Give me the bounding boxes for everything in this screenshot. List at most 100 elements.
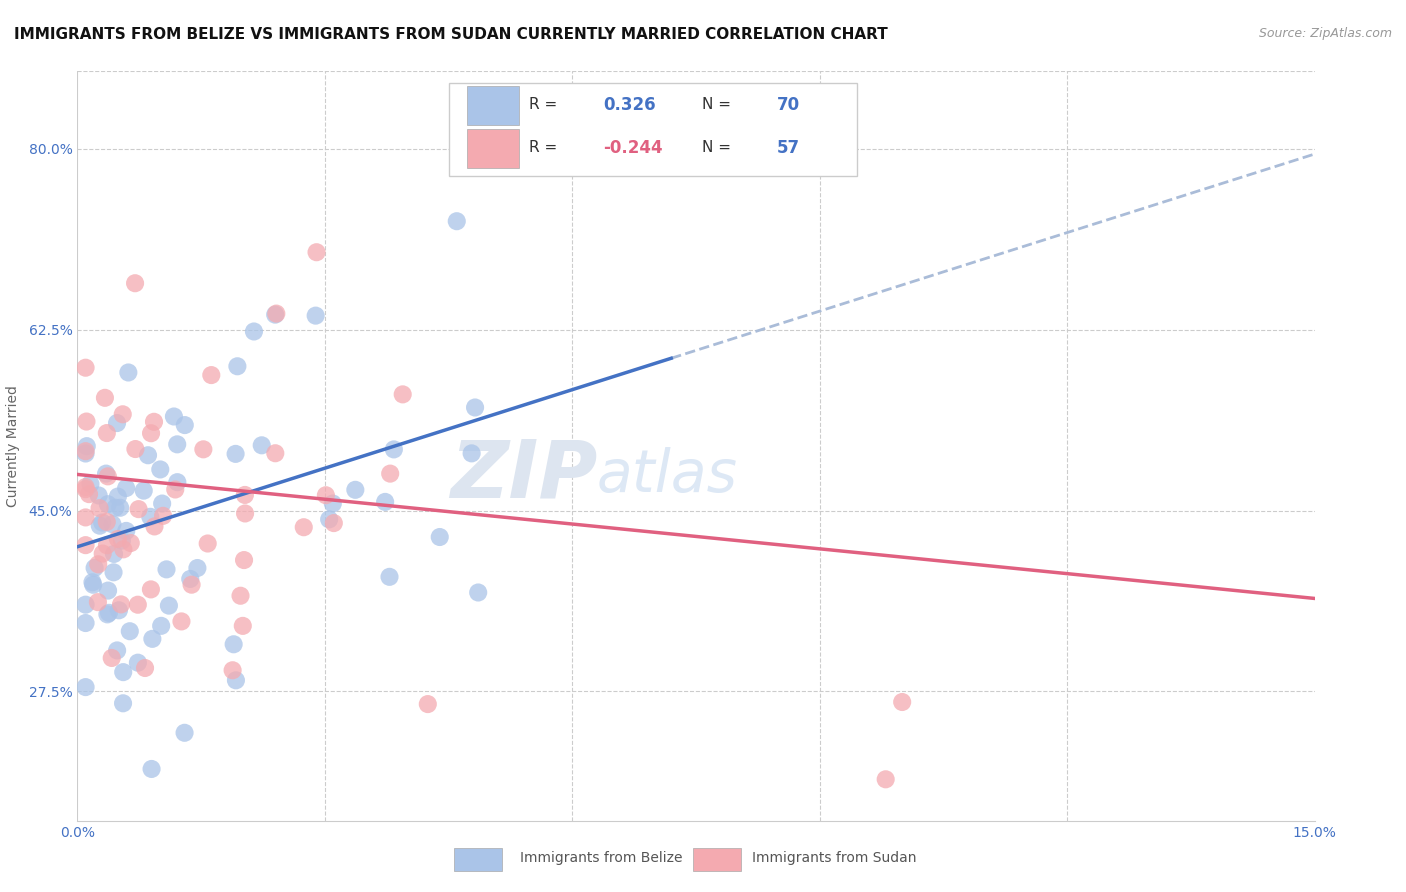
Point	[117, 366, 139, 380]
Text: atlas: atlas	[598, 448, 738, 505]
Point	[115, 524, 138, 538]
Point	[75, 480, 97, 494]
Point	[101, 517, 124, 532]
FancyBboxPatch shape	[449, 83, 856, 177]
Point	[75, 598, 97, 612]
Point	[378, 570, 401, 584]
Point	[110, 598, 132, 612]
Point	[460, 446, 482, 460]
Point	[429, 530, 451, 544]
Point	[166, 475, 188, 490]
Point	[75, 538, 97, 552]
Point	[233, 507, 256, 521]
Point	[83, 561, 105, 575]
Point	[464, 401, 486, 415]
Point	[891, 695, 914, 709]
Point	[875, 772, 897, 787]
Point	[173, 418, 195, 433]
Point	[155, 562, 177, 576]
Text: 57: 57	[776, 139, 800, 157]
Point	[139, 509, 162, 524]
Point	[225, 447, 247, 461]
Point	[416, 697, 439, 711]
Point	[233, 553, 256, 567]
Point	[76, 439, 98, 453]
Point	[382, 442, 405, 457]
Point	[96, 515, 118, 529]
Point	[89, 501, 111, 516]
Point	[115, 481, 138, 495]
Text: -0.244: -0.244	[603, 139, 662, 157]
Point	[96, 426, 118, 441]
Point	[82, 575, 104, 590]
Point	[391, 387, 413, 401]
Point	[380, 467, 402, 481]
Text: IMMIGRANTS FROM BELIZE VS IMMIGRANTS FROM SUDAN CURRENTLY MARRIED CORRELATION CH: IMMIGRANTS FROM BELIZE VS IMMIGRANTS FRO…	[14, 27, 887, 42]
Point	[112, 696, 135, 710]
Point	[124, 277, 146, 291]
Point	[264, 446, 287, 460]
Point	[75, 482, 97, 496]
Text: R =: R =	[529, 97, 557, 112]
Point	[111, 407, 134, 421]
Point	[98, 606, 121, 620]
Point	[91, 516, 114, 530]
Point	[193, 442, 215, 457]
Point	[344, 483, 367, 497]
Text: ZIP: ZIP	[450, 437, 598, 515]
Point	[79, 476, 101, 491]
Point	[103, 547, 125, 561]
Point	[107, 532, 129, 546]
Point	[136, 448, 159, 462]
Point	[467, 585, 489, 599]
Point	[94, 467, 117, 481]
Point	[200, 368, 222, 382]
Text: N =: N =	[702, 97, 731, 112]
Text: Source: ZipAtlas.com: Source: ZipAtlas.com	[1258, 27, 1392, 40]
Point	[75, 444, 97, 458]
Point	[103, 566, 125, 580]
Point	[233, 488, 256, 502]
Point	[292, 520, 315, 534]
Point	[75, 510, 97, 524]
Point	[186, 561, 208, 575]
Point	[221, 663, 243, 677]
Point	[134, 661, 156, 675]
Point	[105, 416, 128, 430]
Point	[250, 438, 273, 452]
Text: Immigrants from Belize: Immigrants from Belize	[520, 851, 683, 865]
Point	[120, 536, 142, 550]
Point	[173, 726, 195, 740]
Text: R =: R =	[529, 140, 557, 155]
Text: N =: N =	[702, 140, 731, 155]
Point	[77, 487, 100, 501]
FancyBboxPatch shape	[467, 86, 519, 125]
Point	[108, 500, 131, 515]
Point	[322, 496, 344, 510]
Point	[222, 637, 245, 651]
Text: 0.326: 0.326	[603, 95, 655, 113]
Point	[127, 598, 149, 612]
Point	[91, 547, 114, 561]
Point	[87, 488, 110, 502]
Point	[124, 442, 146, 456]
Point	[170, 831, 193, 846]
Point	[305, 245, 328, 260]
Point	[180, 577, 202, 591]
Point	[149, 462, 172, 476]
Point	[75, 680, 97, 694]
Point	[305, 309, 328, 323]
Point	[322, 516, 344, 530]
Point	[87, 595, 110, 609]
Point	[97, 583, 120, 598]
Point	[179, 572, 201, 586]
Point	[232, 619, 254, 633]
Point	[94, 391, 117, 405]
Point	[139, 426, 162, 441]
Point	[446, 214, 468, 228]
Point	[87, 558, 110, 572]
Point	[243, 325, 266, 339]
Point	[141, 762, 163, 776]
Point	[315, 488, 337, 502]
Point	[128, 502, 150, 516]
